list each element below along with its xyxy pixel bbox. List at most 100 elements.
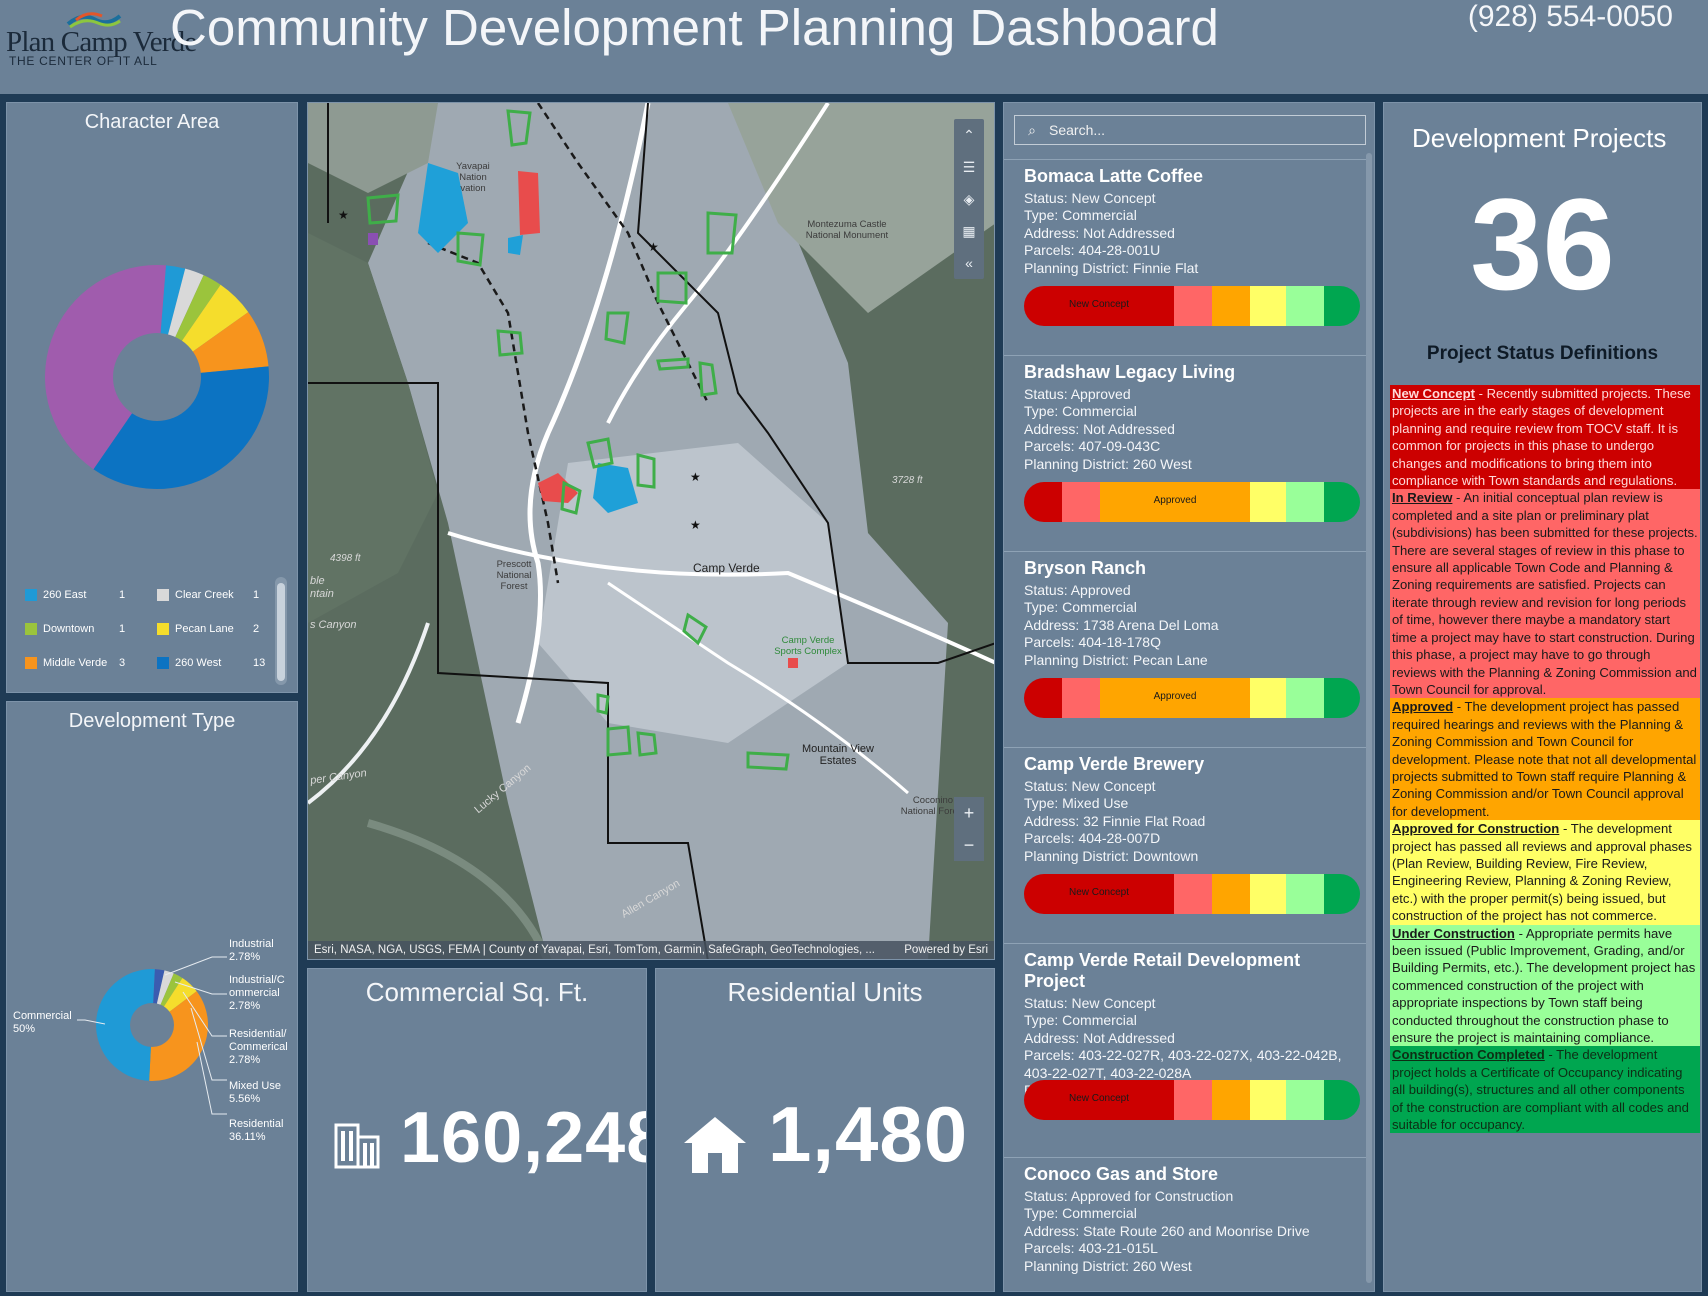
project-card[interactable]: Conoco Gas and Store Status: Approved for… — [1004, 1157, 1366, 1291]
definition-text: - An initial conceptual plan review is c… — [1392, 490, 1698, 697]
status-segment — [1174, 1080, 1212, 1120]
project-status: Status: Approved — [1024, 582, 1131, 598]
status-segment-label: New Concept — [1068, 299, 1130, 310]
map-label-montezuma: Montezuma Castle National Monument — [805, 219, 889, 241]
definition-text: - Recently submitted projects. These pro… — [1392, 386, 1691, 489]
legend-item[interactable]: Middle Verde — [25, 657, 107, 669]
legend-item[interactable]: Clear Creek — [157, 589, 234, 601]
project-type: Type: Mixed Use — [1024, 795, 1129, 812]
project-address: Address: State Route 260 and Moonrise Dr… — [1024, 1222, 1310, 1239]
definition-text: - The development project has passed req… — [1392, 699, 1697, 819]
project-address: Address: Not Addressed — [1024, 1029, 1175, 1046]
status-segment — [1062, 678, 1100, 718]
donut-slice[interactable] — [93, 366, 269, 489]
status-segment — [1286, 678, 1324, 718]
status-definitions-title: Project Status Definitions — [1426, 343, 1659, 364]
collapse-up-icon[interactable]: ⌃ — [963, 126, 975, 143]
status-definition: New Concept - Recently submitted project… — [1390, 385, 1700, 490]
attribution-text[interactable]: Esri, NASA, NGA, USGS, FEMA | County of … — [314, 944, 875, 956]
search-box[interactable]: ⌕ Search... — [1014, 115, 1366, 145]
development-projects-count: 36 — [1470, 171, 1615, 317]
status-segment-label: Approved — [1153, 691, 1197, 702]
map-label-yavapai: Yavapai Nation vation — [456, 161, 490, 194]
status-segment — [1174, 286, 1212, 326]
map-label-sports-complex: Camp Verde Sports Complex — [774, 635, 842, 657]
development-type-panel: Development Type Industrial 2.78% Indust… — [6, 701, 298, 1292]
status-definition: In Review - An initial conceptual plan r… — [1390, 489, 1700, 699]
project-card[interactable]: Bomaca Latte Coffee Status: New Concept Ty… — [1004, 159, 1366, 355]
donut-slice[interactable] — [44, 265, 166, 470]
logo[interactable]: Plan Camp Verde THE CENTER OF IT ALL — [6, 10, 197, 70]
leader-line — [77, 1019, 106, 1025]
zoom-out-button[interactable]: − — [963, 834, 975, 855]
project-card[interactable]: Camp Verde Retail Development Project Sta… — [1004, 943, 1366, 1157]
zoom-in-button[interactable]: + — [963, 802, 975, 823]
commercial-sqft-value: 160,248 — [400, 1098, 647, 1178]
collapse-toolbar-icon[interactable]: « — [965, 255, 973, 271]
commercial-sqft-title: Commercial Sq. Ft. — [365, 977, 589, 1007]
search-input[interactable]: Search... — [1049, 122, 1106, 138]
logo-name: Plan Camp Verde — [6, 26, 197, 58]
character-area-donut-chart[interactable] — [37, 257, 277, 497]
status-segment — [1024, 678, 1062, 718]
status-definition: Approved for Construction - The developm… — [1390, 820, 1700, 925]
legend-item[interactable]: 260 West — [157, 657, 221, 669]
project-card[interactable]: Bryson Ranch Status: Approved Type: Commer… — [1004, 551, 1366, 747]
status-segment: Approved — [1100, 482, 1250, 522]
status-segment: New Concept — [1024, 874, 1174, 914]
status-progress-bar: New Concept — [1024, 1080, 1360, 1120]
donut-hole — [113, 333, 201, 421]
project-address: Address: 32 Finnie Flat Road — [1024, 812, 1206, 829]
pie-slice[interactable] — [96, 969, 155, 1081]
svg-text:★: ★ — [338, 208, 349, 222]
logo-wave-icon — [66, 12, 122, 29]
leader-line — [174, 981, 227, 995]
map-label-prescott-forest: Prescott National Forest — [496, 559, 532, 592]
legend-swatch — [157, 589, 169, 601]
leader-line — [196, 1041, 227, 1115]
list-scrollbar[interactable] — [1366, 153, 1372, 1283]
logo-tagline: THE CENTER OF IT ALL — [9, 54, 158, 68]
development-type-pie-chart[interactable] — [7, 702, 298, 1292]
project-type: Type: Commercial — [1024, 403, 1137, 420]
map-label-elevation-4398: 4398 ft — [330, 553, 361, 564]
dt-label-industrial-commercial: Industrial/C ommercial 2.78% — [229, 974, 295, 1013]
development-type-title: Development Type — [68, 710, 236, 732]
dt-label-pct: 2.78% — [229, 1000, 261, 1012]
project-name: Camp Verde Retail Development Project — [1024, 950, 1301, 991]
legend-count: 1 — [253, 589, 260, 601]
definition-text: - Appropriate permits have been issued (… — [1392, 925, 1696, 1046]
leader-line — [164, 956, 227, 976]
dt-label-residential: Residential 36.11% — [229, 1118, 295, 1144]
legend-scrollbar-thumb[interactable] — [277, 583, 285, 681]
status-segment — [1324, 874, 1360, 914]
character-area-title: Character Area — [84, 111, 220, 133]
legend-count: 13 — [253, 657, 266, 669]
zoom-control: + − — [954, 797, 984, 861]
basemap-gallery-icon[interactable]: ▦ — [962, 222, 976, 239]
status-segment — [1250, 286, 1286, 326]
project-card[interactable]: Camp Verde Brewery Status: New Concept Typ… — [1004, 747, 1366, 943]
dt-label-name: Industrial — [229, 938, 274, 950]
legend-item[interactable]: Downtown — [25, 623, 94, 635]
definition-term: Under Construction — [1392, 925, 1515, 941]
project-district: Planning District: 260 West — [1024, 1257, 1192, 1274]
legend-item[interactable]: Pecan Lane — [157, 623, 234, 635]
map-toolbar: ⌃ ☰ ◈ ▦ « — [954, 119, 984, 279]
layers-icon[interactable]: ◈ — [963, 190, 975, 207]
map-view[interactable]: ★ ★ ★ ★ Yavapai Nation vation Montezuma … — [307, 102, 995, 960]
residential-units-panel: Residential Units 1,480 — [655, 968, 995, 1292]
map-canvas[interactable]: ★ ★ ★ ★ — [308, 103, 995, 960]
pie-slice[interactable] — [149, 991, 209, 1081]
project-card[interactable]: Bradshaw Legacy Living Status: Approved Ty… — [1004, 355, 1366, 551]
legend-label: Middle Verde — [43, 657, 108, 669]
header-bar: Plan Camp Verde THE CENTER OF IT ALL Com… — [0, 0, 1708, 94]
legend-item[interactable]: 260 East — [25, 589, 86, 601]
legend-list-icon[interactable]: ☰ — [962, 158, 976, 175]
powered-by-esri[interactable]: Powered by Esri — [904, 944, 988, 956]
legend-swatch — [25, 657, 37, 669]
status-segment: Approved — [1100, 678, 1250, 718]
phone-number: (928) 554-0050 — [1467, 0, 1673, 33]
status-definition: Approved - The development project has p… — [1390, 698, 1700, 821]
project-parcels: Parcels: 403-22-027R, 403-22-027X, 403-2… — [1024, 1047, 1342, 1081]
